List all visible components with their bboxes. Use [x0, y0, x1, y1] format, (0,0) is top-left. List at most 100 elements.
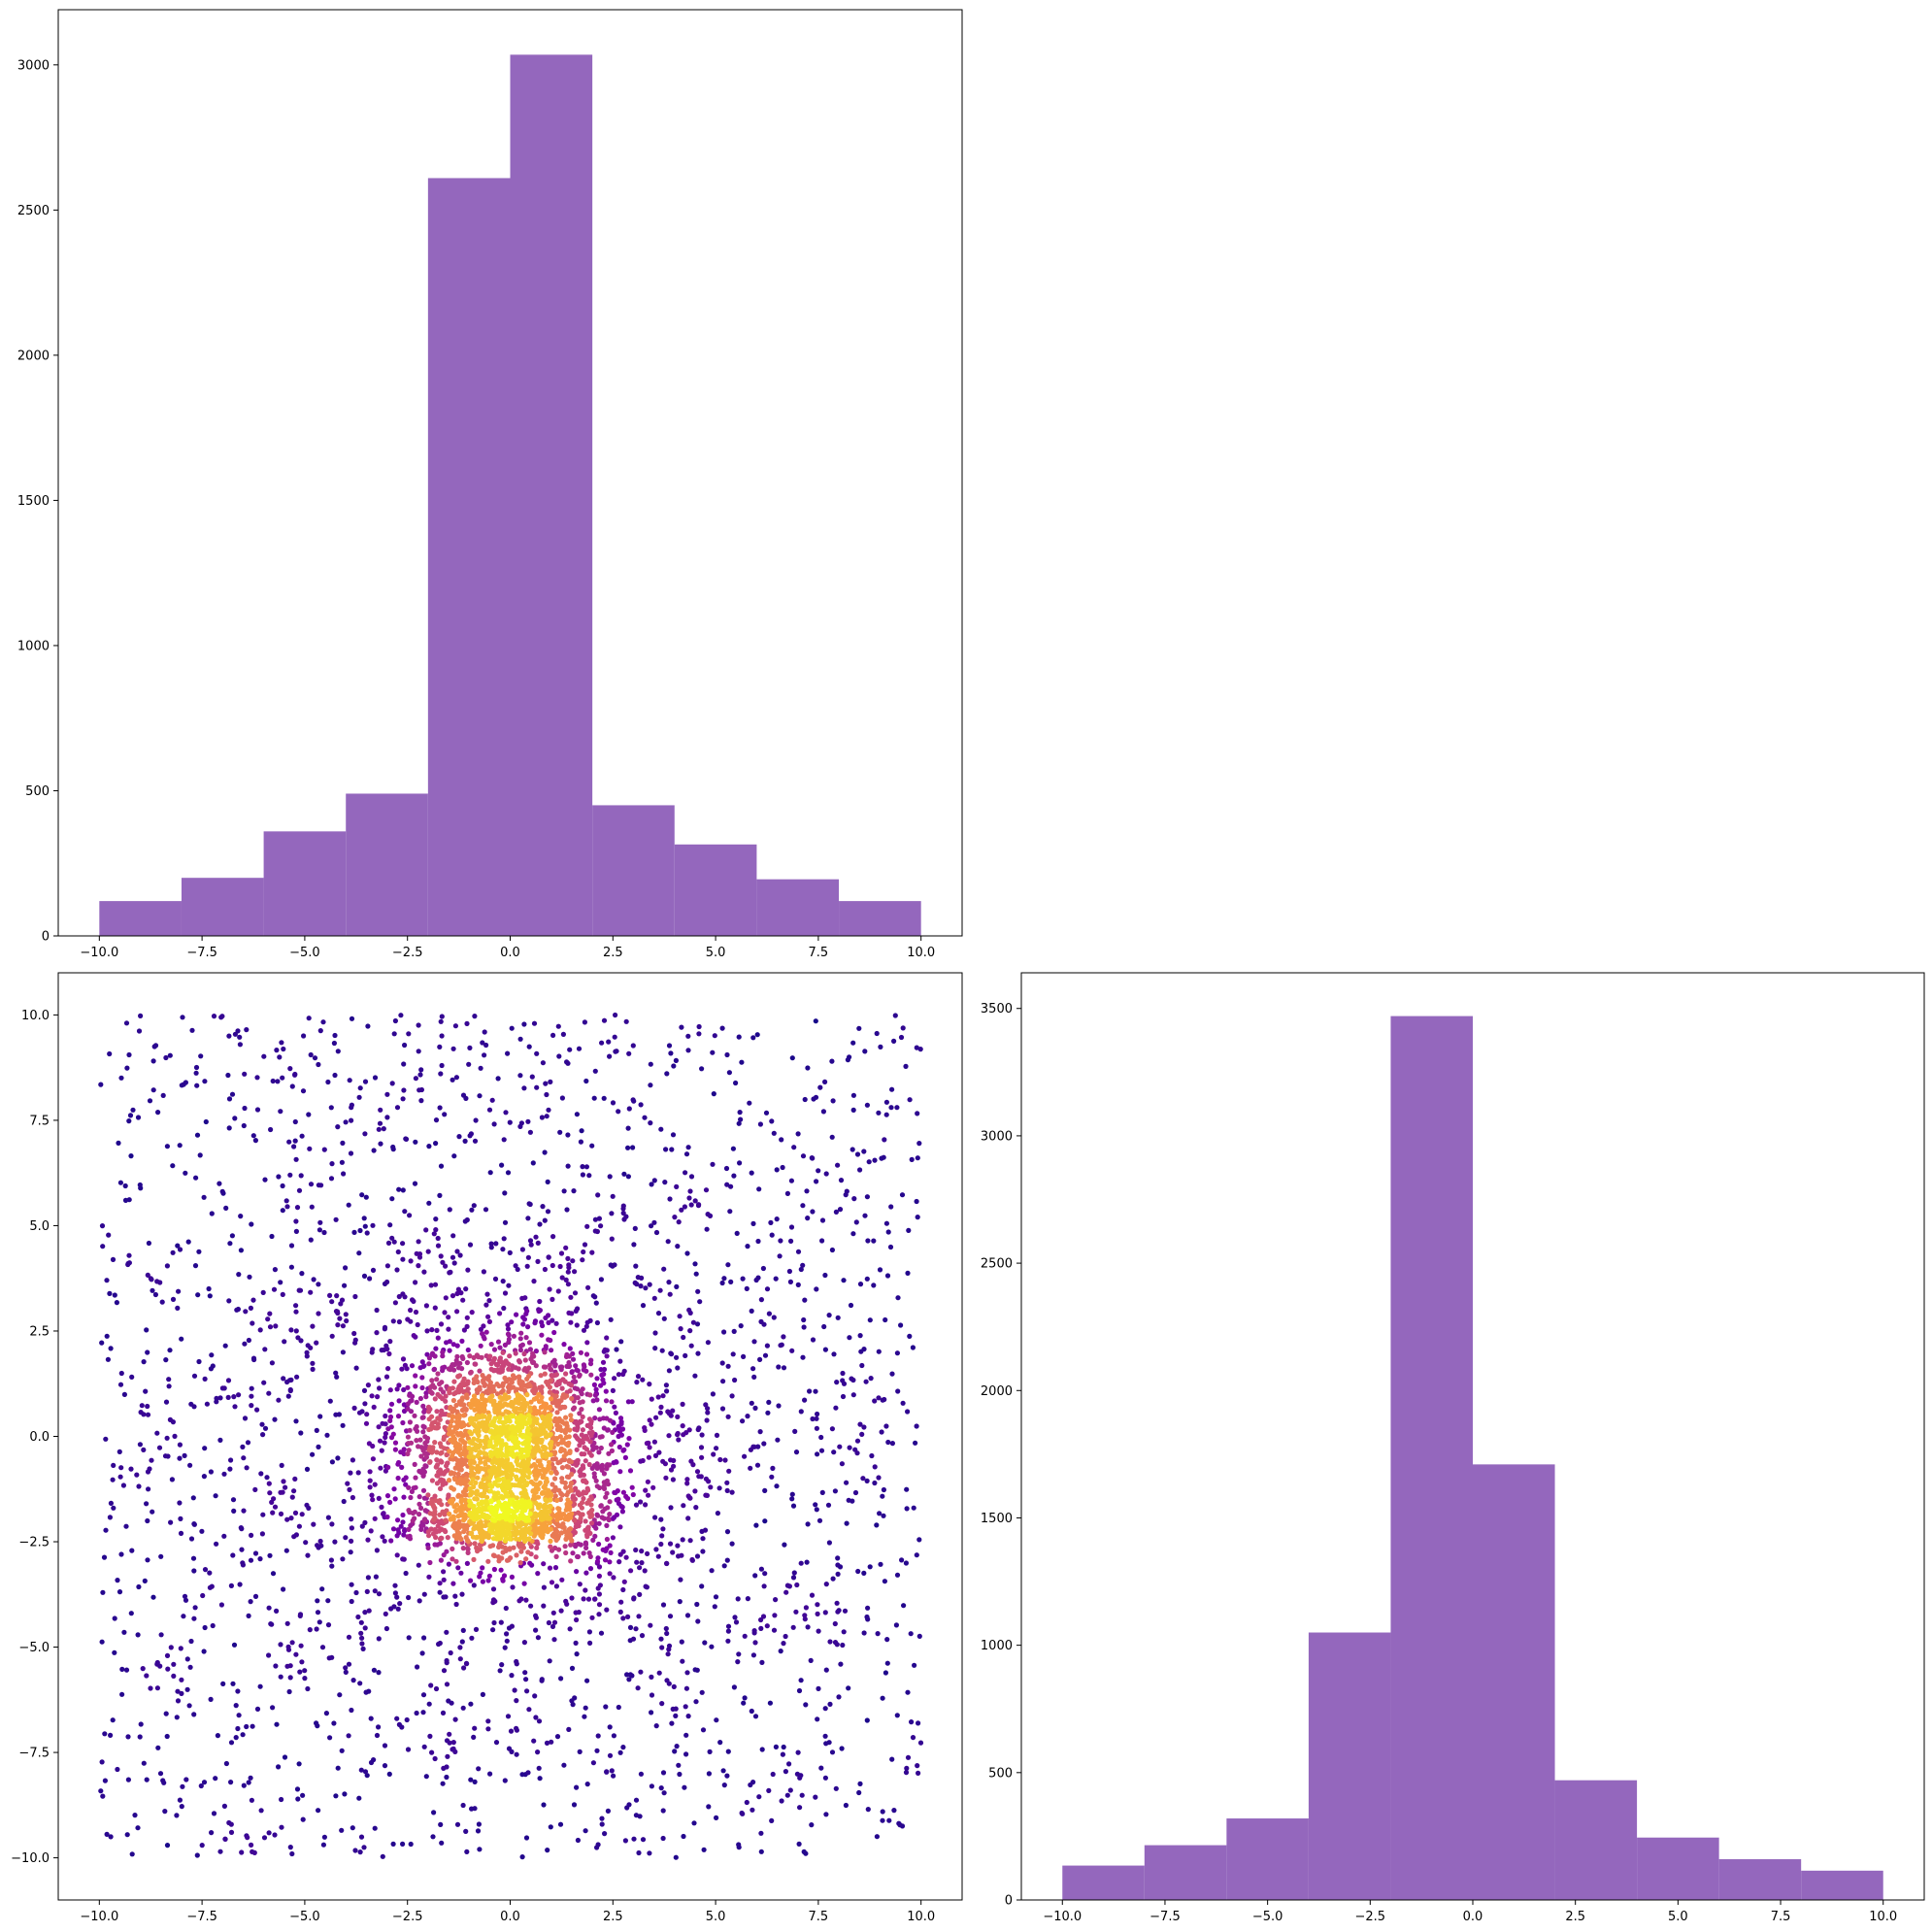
scatter-point [607, 1174, 613, 1180]
scatter-point [374, 1307, 380, 1314]
scatter-point [672, 1749, 678, 1754]
scatter-point [502, 1545, 508, 1550]
scatter-point [429, 1378, 435, 1383]
scatter-point [460, 1705, 466, 1711]
scatter-point [401, 1494, 407, 1500]
scatter-point [401, 1061, 407, 1067]
scatter-point [503, 1536, 510, 1542]
scatter-point [606, 1450, 612, 1456]
scatter-point [248, 1599, 253, 1605]
scatter-point [670, 1549, 676, 1555]
scatter-point [370, 1497, 376, 1503]
scatter-point [797, 1775, 803, 1781]
scatter-point [310, 1360, 316, 1366]
scatter-point [266, 1481, 272, 1486]
scatter-point [694, 1321, 701, 1327]
scatter-point [383, 1468, 388, 1474]
scatter-point [588, 1452, 594, 1458]
scatter-point [590, 1537, 596, 1543]
scatter-point [117, 1449, 122, 1454]
scatter-point [617, 1416, 624, 1421]
scatter-point [426, 1361, 432, 1367]
scatter-point [280, 1183, 285, 1189]
scatter-point [568, 1294, 574, 1300]
scatter-point [750, 1035, 756, 1041]
scatter-point [810, 1209, 816, 1215]
scatter-point [463, 1660, 470, 1666]
scatter-point [362, 1131, 368, 1137]
scatter-point [485, 1464, 491, 1470]
scatter-point [658, 1541, 664, 1548]
scatter-point [477, 1368, 483, 1374]
scatter-point [293, 1303, 299, 1309]
scatter-point [329, 1521, 335, 1527]
scatter-point [392, 1590, 398, 1596]
scatter-point [729, 1541, 735, 1547]
scatter-point [123, 1523, 129, 1529]
scatter-point [343, 1312, 349, 1317]
scatter-point [298, 1173, 304, 1179]
scatter-point [433, 1141, 439, 1147]
scatter-point [202, 1446, 208, 1451]
x-tick-label: −2.5 [392, 946, 423, 960]
scatter-point [595, 1733, 601, 1739]
scatter-point [279, 1040, 284, 1046]
scatter-point [281, 1046, 286, 1052]
scatter-point [840, 1370, 846, 1377]
scatter-point [570, 1493, 577, 1499]
scatter-point [445, 1419, 450, 1425]
scatter-point [166, 1383, 172, 1389]
scatter-point [339, 1748, 345, 1753]
scatter-point [653, 1547, 659, 1552]
scatter-point [416, 1254, 423, 1260]
scatter-point [550, 1234, 556, 1240]
scatter-point [347, 1486, 352, 1492]
scatter-point [800, 1203, 806, 1209]
scatter-point [502, 1645, 508, 1650]
scatter-point [911, 1505, 916, 1511]
scatter-point [851, 1196, 857, 1202]
scatter-point [368, 1715, 374, 1721]
scatter-point [580, 1257, 585, 1263]
scatter-point [590, 1760, 597, 1766]
histogram-bar [346, 793, 428, 936]
scatter-point [400, 1419, 406, 1426]
scatter-point [544, 1091, 550, 1098]
scatter-point [752, 1405, 758, 1411]
scatter-point [582, 1478, 587, 1483]
scatter-point [568, 1558, 574, 1564]
scatter-point [254, 1706, 261, 1712]
scatter-point [723, 1165, 730, 1172]
scatter-point [308, 1051, 314, 1058]
scatter-point [266, 1830, 272, 1836]
scatter-point [509, 1673, 515, 1679]
scatter-point [501, 1479, 508, 1484]
scatter-point [286, 1688, 292, 1695]
scatter-point [551, 1465, 557, 1471]
scatter-point [537, 1298, 543, 1305]
scatter-point [505, 1326, 512, 1332]
scatter-point [618, 1339, 624, 1345]
scatter-point [783, 1633, 788, 1640]
scatter-point [439, 1840, 445, 1846]
scatter-point [362, 1519, 368, 1525]
scatter-point [486, 1318, 492, 1324]
scatter-point [450, 1385, 455, 1391]
scatter-point [542, 1508, 549, 1514]
scatter-point [780, 1751, 786, 1757]
scatter-point [574, 1651, 580, 1657]
scatter-point [724, 1529, 731, 1535]
scatter-point [835, 1162, 841, 1168]
scatter-point [484, 1494, 490, 1500]
scatter-point [721, 1276, 727, 1282]
scatter-point [431, 1810, 437, 1815]
scatter-point [426, 1701, 432, 1707]
scatter-point [412, 1181, 418, 1186]
scatter-point [601, 1516, 607, 1521]
scatter-point [559, 1404, 566, 1410]
scatter-point [549, 1580, 555, 1585]
scatter-point [758, 1616, 764, 1623]
scatter-point [522, 1535, 528, 1542]
scatter-point [426, 1355, 432, 1361]
scatter-point [476, 1766, 482, 1772]
